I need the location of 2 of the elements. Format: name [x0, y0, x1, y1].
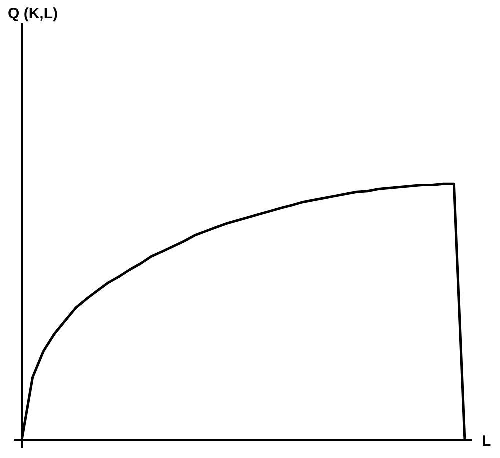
text: Q (K,L): [8, 6, 58, 23]
x-axis-title: L: [482, 433, 492, 450]
